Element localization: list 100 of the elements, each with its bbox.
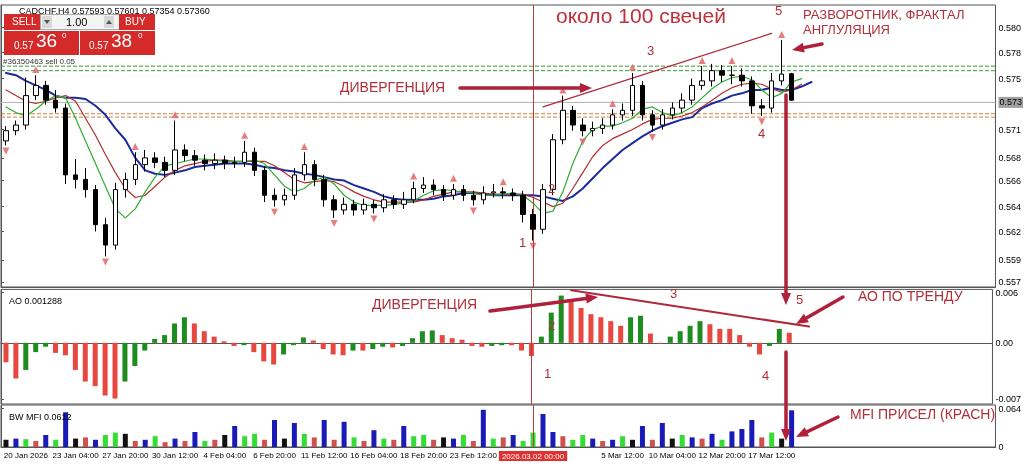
bar <box>598 317 604 343</box>
y-tick-label: 0.064 <box>998 403 1022 414</box>
annotation: 1 <box>544 366 552 382</box>
bar <box>729 431 735 447</box>
candlestick <box>699 65 705 91</box>
candlestick <box>630 72 635 117</box>
candlestick <box>441 184 446 202</box>
candlestick <box>302 151 307 182</box>
candlestick <box>510 187 516 202</box>
bar <box>211 336 217 343</box>
bar <box>707 324 713 343</box>
y-tick-label: -0.007 <box>995 394 1022 405</box>
bar <box>699 438 705 447</box>
candlestick <box>312 159 317 187</box>
bar <box>667 336 673 343</box>
candlestick <box>73 158 78 189</box>
bar <box>441 437 447 447</box>
bar <box>53 342 59 353</box>
x-tick-label: 20 Jan 2026 <box>3 450 49 460</box>
annotation: 5 <box>775 3 783 19</box>
bar <box>669 438 675 447</box>
bar <box>132 342 138 367</box>
bar <box>142 342 148 351</box>
bar <box>450 438 456 447</box>
annotation: 3 <box>670 286 678 302</box>
candlestick <box>411 181 416 204</box>
bar <box>520 441 526 447</box>
candlestick <box>600 117 605 135</box>
bar <box>73 438 79 447</box>
bar <box>331 439 337 447</box>
bar <box>300 337 306 343</box>
bar <box>231 342 237 346</box>
bar <box>697 321 703 343</box>
candlestick <box>63 103 68 185</box>
bar <box>13 438 19 447</box>
annotation: BUY <box>125 16 146 28</box>
candlestick <box>481 185 486 205</box>
point <box>758 118 766 126</box>
bar <box>172 438 178 447</box>
bar <box>460 435 466 447</box>
candlestick <box>689 78 695 106</box>
point <box>778 30 786 38</box>
bar <box>717 328 723 343</box>
bar <box>371 430 377 447</box>
candlestick <box>759 98 765 117</box>
y-tick-label: 0.575 <box>998 73 1022 84</box>
candlestick <box>769 72 774 114</box>
bar <box>112 432 118 447</box>
bar <box>588 314 594 343</box>
bar <box>311 437 317 447</box>
bar <box>776 328 782 343</box>
bar <box>391 439 397 447</box>
annotation: 36 <box>36 30 58 52</box>
bar <box>301 433 307 447</box>
candlestick <box>33 74 39 101</box>
bar <box>610 439 616 447</box>
annotation: 3 <box>647 43 655 59</box>
bar <box>122 342 128 382</box>
y-tick-label: 0.578 <box>998 47 1022 58</box>
candlestick <box>123 172 128 199</box>
bar <box>431 439 437 447</box>
bar <box>580 435 586 447</box>
candlestick <box>133 151 138 186</box>
y-tick-label: 0.562 <box>998 226 1022 237</box>
bar <box>739 429 745 447</box>
point <box>171 111 179 119</box>
bar <box>749 420 755 447</box>
annotation: MFI ПРИСЕЛ (КРАСН) <box>850 406 996 423</box>
bar <box>281 438 287 447</box>
candlestick <box>580 117 586 137</box>
candlestick <box>371 199 377 214</box>
x-tick-label: 4 Feb 04:00 <box>203 450 247 460</box>
bar <box>181 317 187 343</box>
annotation: РАЗВОРОТНИК, ФРАКТАЛ АНГЛУЛЯЦИЯ <box>803 7 965 37</box>
candlestick <box>252 147 257 177</box>
bar <box>500 437 506 447</box>
candlestick <box>182 143 188 162</box>
ref-line-label: 0.573 <box>999 97 1023 108</box>
candlestick <box>13 120 19 136</box>
bar <box>92 439 98 447</box>
bar <box>409 338 415 343</box>
bar <box>659 423 665 447</box>
y-tick-label: 0.564 <box>998 201 1022 212</box>
bar <box>132 441 138 447</box>
x-tick-label: 18 Feb 20:00 <box>400 450 448 460</box>
bar <box>380 342 386 347</box>
bar <box>162 335 168 343</box>
bar <box>560 436 566 447</box>
x-tick-label: 11 Feb 12:00 <box>300 450 349 460</box>
bar <box>558 295 564 343</box>
candlestick <box>789 72 794 102</box>
bar <box>102 342 108 396</box>
bar <box>629 439 635 447</box>
bar <box>401 426 407 447</box>
point <box>698 56 706 64</box>
bar <box>689 437 695 447</box>
bar <box>321 420 327 447</box>
bar <box>719 439 725 447</box>
bar <box>449 338 455 343</box>
bar <box>429 330 435 343</box>
